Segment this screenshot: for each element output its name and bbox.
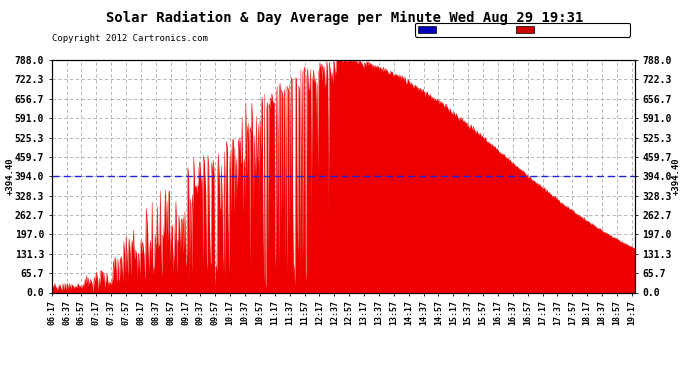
Text: Copyright 2012 Cartronics.com: Copyright 2012 Cartronics.com [52,34,208,43]
Text: +394.40: +394.40 [672,158,681,195]
Text: +394.40: +394.40 [6,158,14,195]
Text: Solar Radiation & Day Average per Minute Wed Aug 29 19:31: Solar Radiation & Day Average per Minute… [106,11,584,26]
Legend: Median (w/m2), Radiation (w/m2): Median (w/m2), Radiation (w/m2) [415,22,630,37]
